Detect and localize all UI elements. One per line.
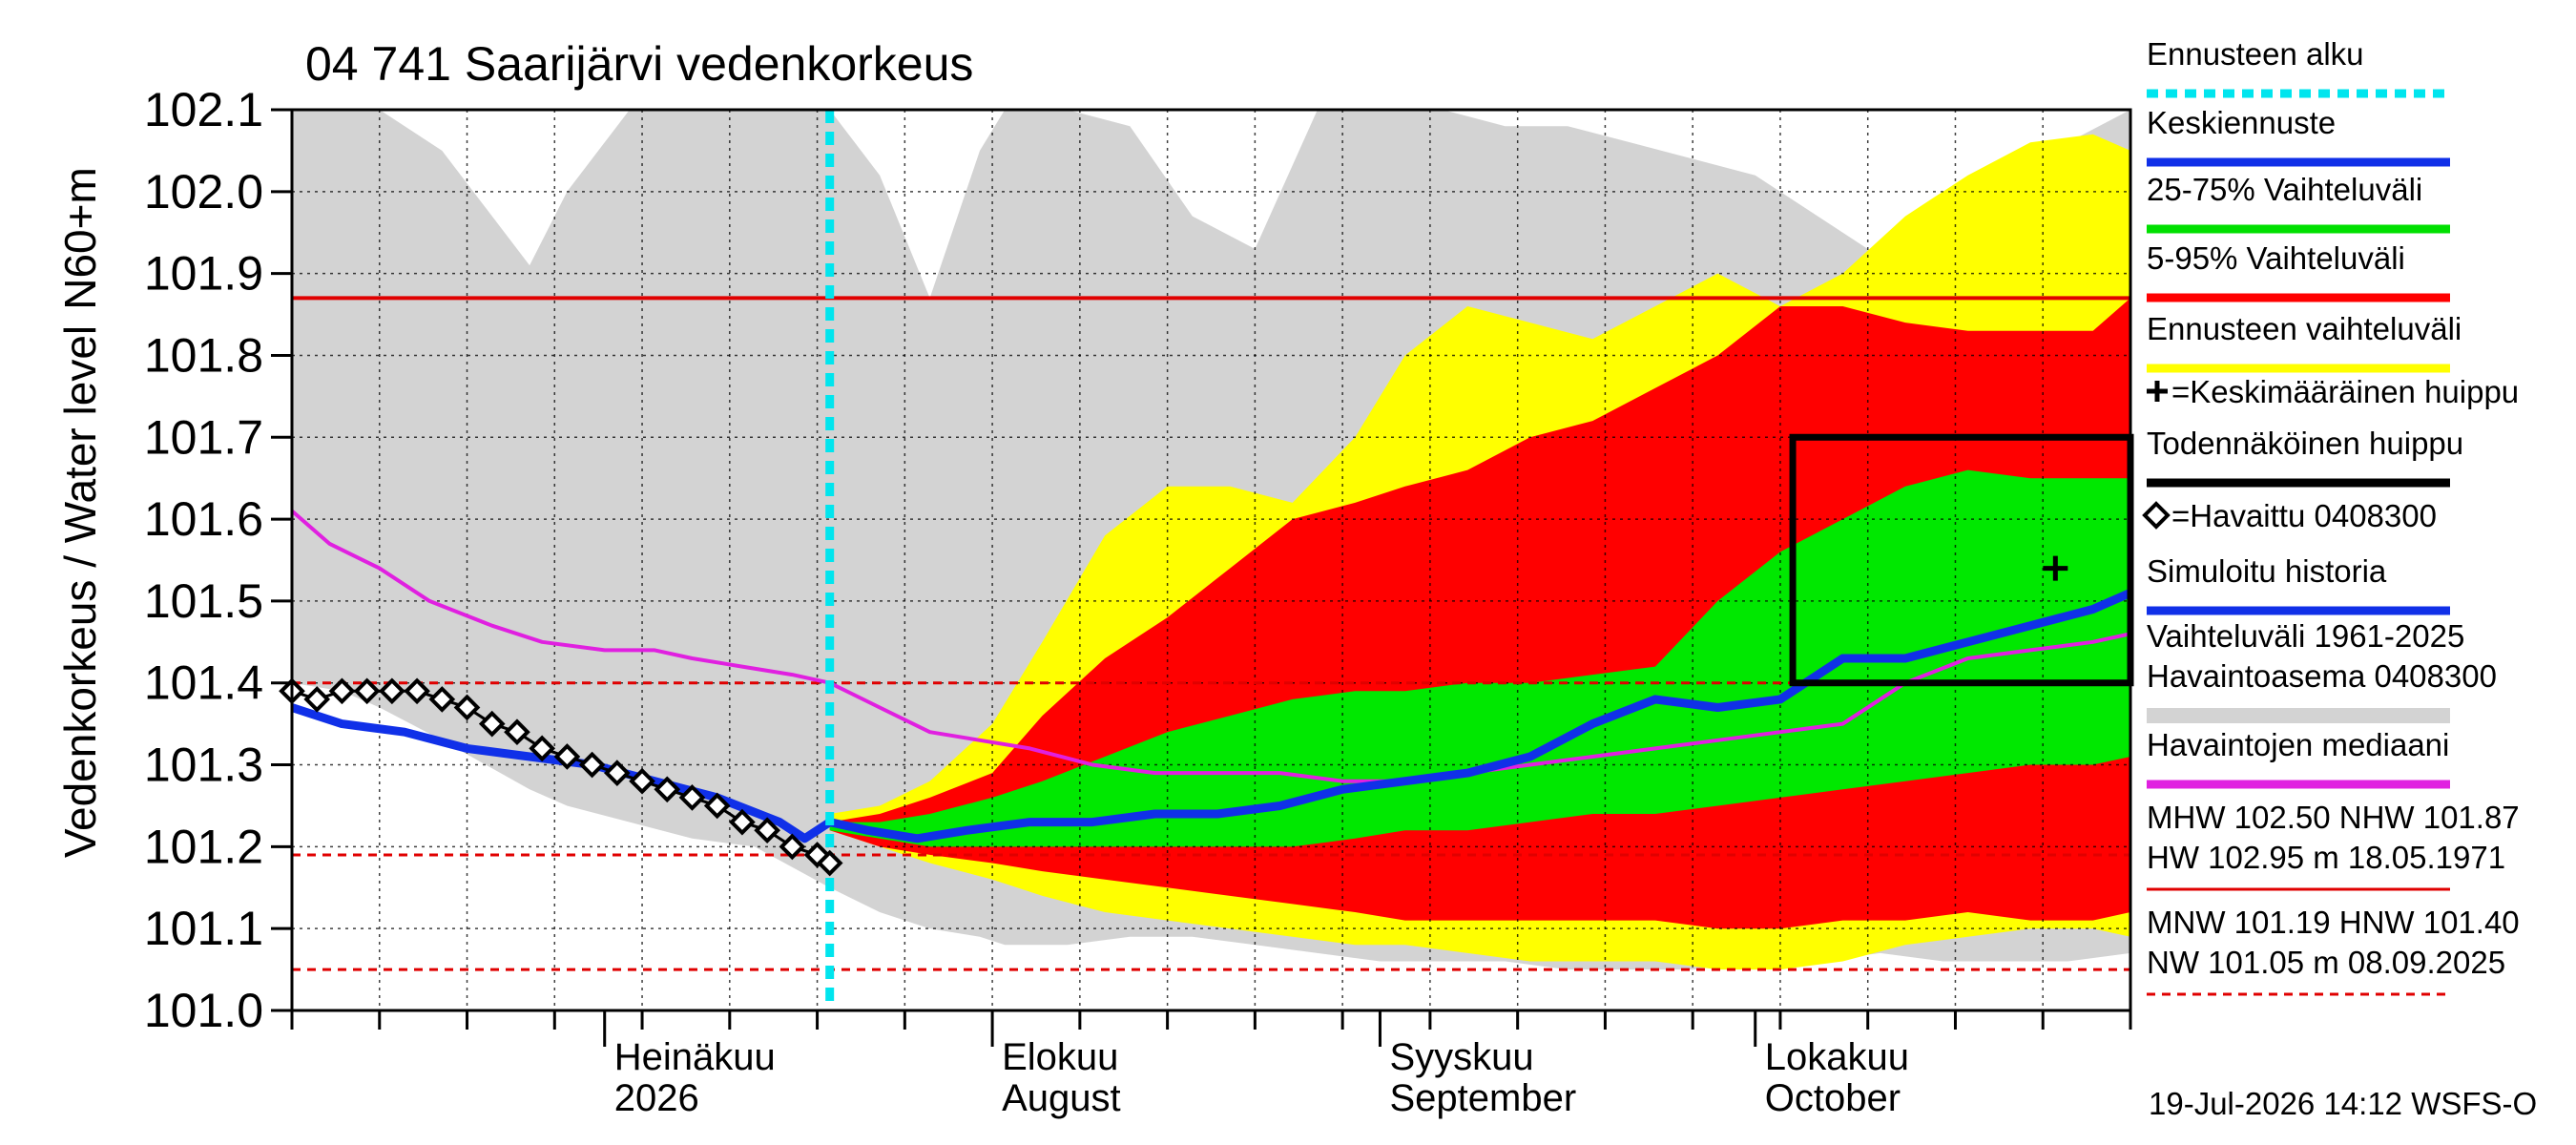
legend-label: 5-95% Vaihteluväli bbox=[2147, 240, 2405, 276]
y-tick-label: 101.3 bbox=[144, 739, 263, 792]
y-axis-label: Vedenkorkeus / Water level bbox=[55, 325, 105, 858]
observed-point bbox=[816, 849, 843, 877]
x-month-label-en: August bbox=[1002, 1077, 1121, 1119]
observed-point bbox=[779, 833, 806, 861]
observed-point bbox=[404, 677, 430, 705]
legend-label: 25-75% Vaihteluväli bbox=[2147, 172, 2422, 207]
series-keskiennuste bbox=[825, 588, 2130, 843]
observed-point bbox=[604, 760, 631, 786]
legend-label: Ennusteen alku bbox=[2147, 36, 2364, 72]
mean-peak-marker bbox=[2043, 555, 2068, 581]
legend: Ennusteen alku Keskiennuste 25-75% Vaihtel… bbox=[2142, 36, 2519, 789]
observed-point bbox=[428, 686, 456, 713]
observed-point bbox=[654, 776, 681, 803]
legend-label: Keskiennuste bbox=[2147, 105, 2336, 140]
observed-point bbox=[578, 751, 606, 779]
x-month-label-fi: Elokuu bbox=[1002, 1036, 1118, 1078]
stats-line: NW 101.05 m 08.09.2025 bbox=[2147, 945, 2505, 980]
range-bands bbox=[292, 110, 2130, 970]
observed-point bbox=[754, 817, 780, 844]
legend-plus-icon bbox=[2147, 381, 2168, 402]
observed-point bbox=[529, 735, 556, 762]
y-tick-label: 101.1 bbox=[144, 902, 263, 955]
y-tick-label: 101.5 bbox=[144, 574, 263, 628]
observed-point bbox=[729, 808, 756, 836]
legend-diamond-icon bbox=[2142, 501, 2171, 530]
observed-point bbox=[629, 767, 655, 795]
observed-point bbox=[478, 710, 506, 738]
y-tick-label: 101.4 bbox=[144, 656, 263, 710]
x-month-label-en: 2026 bbox=[614, 1077, 699, 1119]
legend-label: =Havaittu 0408300 bbox=[2171, 498, 2437, 533]
stats-line: MHW 102.50 NHW 101.87 bbox=[2147, 800, 2520, 835]
band-25-75 bbox=[829, 469, 2130, 847]
y-tick-label: 101.2 bbox=[144, 820, 263, 873]
chart-title: 04 741 Saarijärvi vedenkorkeus bbox=[305, 37, 973, 91]
legend-label: Todennäköinen huippu bbox=[2147, 426, 2463, 461]
x-month-label-fi: Syyskuu bbox=[1389, 1036, 1533, 1078]
plot-frame bbox=[290, 108, 2132, 1012]
y-tick-label: 101.6 bbox=[144, 492, 263, 546]
series-havaintojen-mediaani bbox=[292, 509, 2130, 783]
chart-overlay bbox=[279, 110, 2134, 1010]
observed-point bbox=[553, 743, 581, 770]
x-month-label-en: September bbox=[1389, 1077, 1576, 1119]
observed-point bbox=[703, 792, 731, 820]
legend-label: Havaintoasema 0408300 bbox=[2147, 658, 2497, 694]
x-month-label-en: October bbox=[1765, 1077, 1901, 1119]
observed-point bbox=[504, 718, 530, 746]
observed-point bbox=[328, 677, 356, 705]
observed-point bbox=[678, 784, 706, 811]
observed-point bbox=[453, 694, 481, 721]
y-tick-label: 101.7 bbox=[144, 410, 263, 464]
stats-block: MHW 102.50 NHW 101.87 HW 102.95 m 18.05.1… bbox=[2147, 800, 2520, 996]
legend-label: Simuloitu historia bbox=[2147, 553, 2387, 589]
y-tick-label: 102.0 bbox=[144, 165, 263, 219]
legend-label: Havaintojen mediaani bbox=[2147, 727, 2449, 762]
observed-point bbox=[303, 686, 331, 713]
y-axis-unit: N60+m bbox=[55, 167, 105, 310]
legend-label: =Keskimääräinen huippu bbox=[2171, 374, 2519, 409]
grid-lines bbox=[292, 110, 2130, 1010]
x-month-label-fi: Heinäkuu bbox=[614, 1036, 776, 1078]
y-axis: 102.1 102.0 101.9 101.8 101.7 101.6 101.5 101.4… bbox=[144, 83, 292, 1037]
observed-point bbox=[353, 677, 381, 705]
y-tick-label: 101.0 bbox=[144, 984, 263, 1037]
observed-point bbox=[379, 677, 405, 705]
stats-line: MNW 101.19 HNW 101.40 bbox=[2147, 905, 2520, 940]
legend-label: Vaihteluväli 1961-2025 bbox=[2147, 618, 2464, 654]
y-tick-label: 101.8 bbox=[144, 328, 263, 382]
footer-timestamp: 19-Jul-2026 14:12 WSFS-O bbox=[2149, 1086, 2537, 1121]
x-month-label-fi: Lokakuu bbox=[1765, 1036, 1909, 1078]
stats-line: HW 102.95 m 18.05.1971 bbox=[2147, 840, 2505, 875]
legend-label: Ennusteen vaihteluväli bbox=[2147, 311, 2462, 346]
y-tick-label: 102.1 bbox=[144, 83, 263, 136]
y-tick-label: 101.9 bbox=[144, 247, 263, 301]
